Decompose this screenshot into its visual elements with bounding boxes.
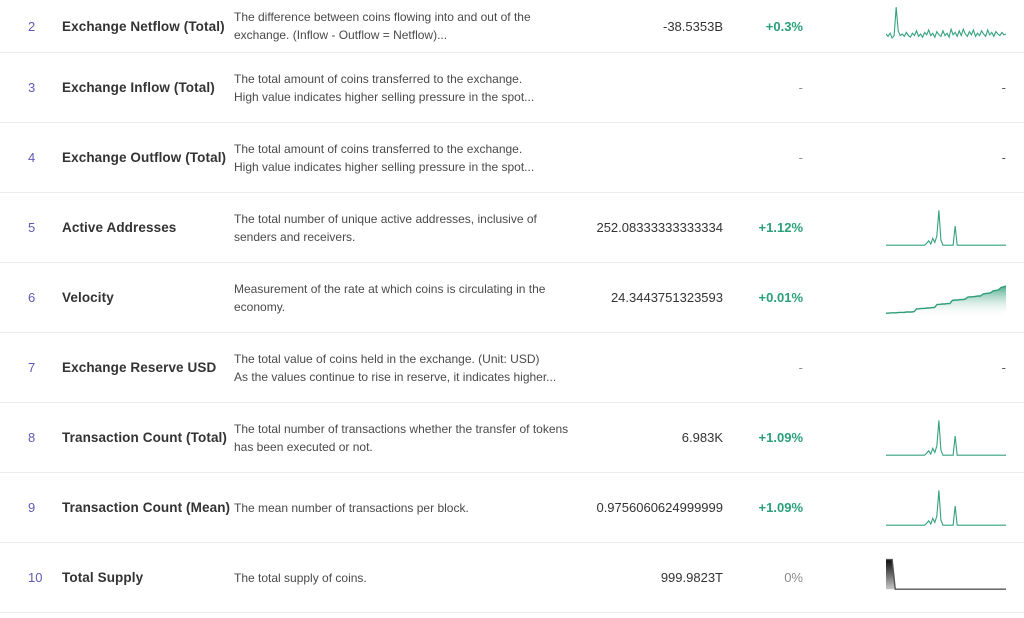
spacer bbox=[803, 367, 886, 368]
row-index: 4 bbox=[28, 150, 36, 165]
sparkline-chart bbox=[886, 418, 1006, 458]
description-line-1: The difference between coins flowing int… bbox=[234, 10, 531, 24]
row-index: 7 bbox=[28, 360, 36, 375]
description-line-2: has been executed or not. bbox=[234, 439, 373, 454]
sparkline-chart bbox=[886, 208, 1006, 248]
change-percent: - bbox=[798, 150, 803, 165]
spacer bbox=[803, 507, 886, 508]
sparkline-chart: - bbox=[886, 138, 1006, 178]
metric-name[interactable]: Exchange Outflow (Total) bbox=[62, 150, 227, 165]
row-index: 6 bbox=[28, 290, 36, 305]
spacer bbox=[803, 87, 886, 88]
metric-name[interactable]: Total Supply bbox=[62, 570, 144, 585]
row-index: 2 bbox=[28, 18, 36, 34]
table-row[interactable]: 9 Transaction Count (Mean) The mean numb… bbox=[0, 473, 1024, 543]
table-row[interactable]: 2 Exchange Netflow (Total) The differenc… bbox=[0, 0, 1024, 53]
description-line-1: The total value of coins held in the exc… bbox=[234, 351, 540, 366]
metric-value: 999.9823T bbox=[660, 570, 723, 585]
metric-name[interactable]: Transaction Count (Total) bbox=[62, 430, 227, 445]
metric-description: The difference between coins flowing int… bbox=[234, 8, 584, 44]
description-line-2: exchange. (Inflow - Outflow = Netflow)..… bbox=[234, 28, 448, 42]
metric-description: Measurement of the rate at which coins i… bbox=[234, 280, 584, 316]
description-line-2: As the values continue to rise in reserv… bbox=[234, 369, 557, 384]
change-percent: +1.12% bbox=[758, 220, 803, 235]
spacer bbox=[803, 157, 886, 158]
description-line-1: Measurement of the rate at which coins i… bbox=[234, 281, 546, 296]
table-row[interactable]: 4 Exchange Outflow (Total) The total amo… bbox=[0, 123, 1024, 193]
description-line-2: senders and receivers. bbox=[234, 229, 356, 244]
row-index: 3 bbox=[28, 80, 36, 95]
metric-value: 6.983K bbox=[681, 430, 723, 445]
spacer bbox=[803, 297, 886, 298]
change-percent: +0.3% bbox=[765, 18, 803, 34]
spacer bbox=[803, 437, 886, 438]
metric-value: 0.9756060624999999 bbox=[596, 500, 723, 515]
description-line-1: The mean number of transactions per bloc… bbox=[234, 500, 469, 515]
description-line-1: The total number of unique active addres… bbox=[234, 211, 537, 226]
description-line-1: The total number of transactions whether… bbox=[234, 421, 569, 436]
metric-description: The total number of transactions whether… bbox=[234, 420, 584, 456]
metric-description: The total value of coins held in the exc… bbox=[234, 350, 584, 386]
description-line-2: High value indicates higher selling pres… bbox=[234, 159, 535, 174]
metric-name[interactable]: Exchange Reserve USD bbox=[62, 360, 217, 375]
sparkline-chart: - bbox=[886, 348, 1006, 388]
change-percent: 0% bbox=[784, 570, 803, 585]
metric-description: The total number of unique active addres… bbox=[234, 210, 584, 246]
table-row[interactable]: 7 Exchange Reserve USD The total value o… bbox=[0, 333, 1024, 403]
metric-name[interactable]: Exchange Inflow (Total) bbox=[62, 80, 215, 95]
metric-name[interactable]: Transaction Count (Mean) bbox=[62, 500, 231, 515]
row-index: 5 bbox=[28, 220, 36, 235]
description-line-2: economy. bbox=[234, 299, 286, 314]
change-percent: - bbox=[798, 80, 803, 95]
chart-placeholder-dash: - bbox=[1001, 150, 1006, 165]
sparkline-chart bbox=[886, 558, 1006, 598]
row-index: 10 bbox=[28, 570, 43, 585]
description-line-1: The total supply of coins. bbox=[234, 570, 367, 585]
spacer bbox=[803, 26, 886, 27]
metric-value: 24.3443751323593 bbox=[610, 290, 723, 305]
metric-name[interactable]: Exchange Netflow (Total) bbox=[62, 18, 225, 34]
metric-value: -38.5353B bbox=[663, 18, 723, 34]
metric-name[interactable]: Velocity bbox=[62, 290, 114, 305]
table-row[interactable]: 5 Active Addresses The total number of u… bbox=[0, 193, 1024, 263]
sparkline-chart bbox=[886, 6, 1006, 46]
metric-name[interactable]: Active Addresses bbox=[62, 220, 177, 235]
metric-description: The total supply of coins. bbox=[234, 569, 584, 587]
row-index: 9 bbox=[28, 500, 36, 515]
table-row[interactable]: 10 Total Supply The total supply of coin… bbox=[0, 543, 1024, 613]
sparkline-chart: - bbox=[886, 68, 1006, 108]
row-index: 8 bbox=[28, 430, 36, 445]
change-percent: +1.09% bbox=[758, 430, 803, 445]
description-line-2: High value indicates higher selling pres… bbox=[234, 89, 535, 104]
description-line-1: The total amount of coins transferred to… bbox=[234, 71, 523, 86]
chart-placeholder-dash: - bbox=[1001, 360, 1006, 375]
change-percent: - bbox=[798, 360, 803, 375]
change-percent: +0.01% bbox=[758, 290, 803, 305]
metric-description: The mean number of transactions per bloc… bbox=[234, 499, 584, 517]
sparkline-chart bbox=[886, 488, 1006, 528]
change-percent: +1.09% bbox=[758, 500, 803, 515]
spacer bbox=[803, 577, 886, 578]
sparkline-chart bbox=[886, 278, 1006, 318]
description-line-1: The total amount of coins transferred to… bbox=[234, 141, 523, 156]
table-row[interactable]: 6 Velocity Measurement of the rate at wh… bbox=[0, 263, 1024, 333]
metric-description: The total amount of coins transferred to… bbox=[234, 70, 584, 106]
table-row[interactable]: 8 Transaction Count (Total) The total nu… bbox=[0, 403, 1024, 473]
table-row[interactable]: 3 Exchange Inflow (Total) The total amou… bbox=[0, 53, 1024, 123]
metric-description: The total amount of coins transferred to… bbox=[234, 140, 584, 176]
metric-value: 252.08333333333334 bbox=[596, 220, 723, 235]
spacer bbox=[803, 227, 886, 228]
chart-placeholder-dash: - bbox=[1001, 80, 1006, 95]
